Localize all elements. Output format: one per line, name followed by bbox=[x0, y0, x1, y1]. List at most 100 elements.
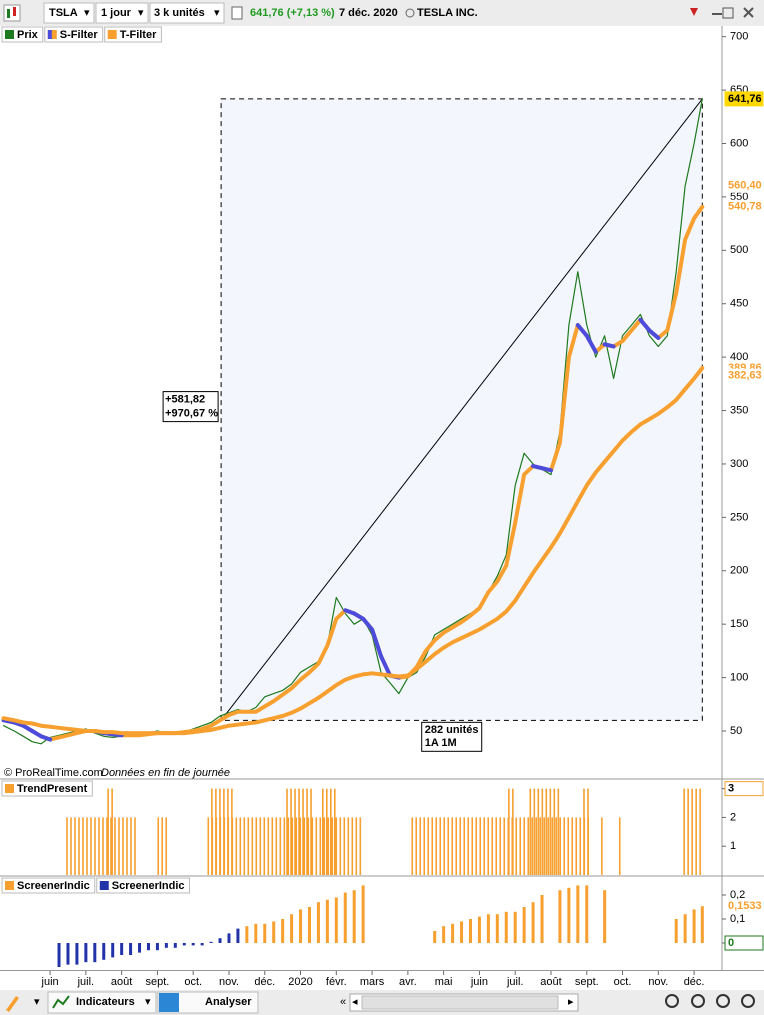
instrument-name: TESLA INC. bbox=[417, 7, 478, 19]
indicator-bar bbox=[455, 817, 458, 875]
indicator-bar bbox=[334, 897, 338, 943]
indicator-bar bbox=[343, 892, 347, 943]
indicator-bar bbox=[431, 817, 434, 875]
indicator-bar bbox=[271, 817, 274, 875]
x-tick-label: sept. bbox=[145, 976, 169, 988]
indicator-bar bbox=[674, 919, 678, 943]
indicator-bar bbox=[311, 817, 314, 875]
range-footer-box bbox=[421, 721, 483, 752]
indicator-bar bbox=[303, 817, 306, 875]
indicator-bar bbox=[443, 817, 446, 875]
indicator-bar bbox=[415, 817, 418, 875]
units: 3 k unités bbox=[154, 7, 205, 19]
indicator-bar bbox=[334, 788, 336, 875]
indicator-bar bbox=[503, 817, 506, 875]
indicator-bar bbox=[294, 788, 296, 875]
x-tick-label: déc. bbox=[684, 976, 705, 988]
indicator-bar bbox=[279, 817, 282, 875]
indicator-bar bbox=[102, 817, 104, 875]
indicator-bar bbox=[361, 885, 365, 943]
x-tick-label: août bbox=[540, 976, 561, 988]
draw-tool-button[interactable]: ▾ bbox=[6, 996, 40, 1012]
indicator-bar bbox=[435, 817, 438, 875]
y-tick-label: 250 bbox=[730, 511, 748, 523]
indicator-bar bbox=[583, 788, 585, 875]
x-tick-label: mars bbox=[360, 976, 385, 988]
indicator-bar bbox=[495, 817, 498, 875]
range-label: +581,82 bbox=[165, 394, 205, 406]
axis-marker bbox=[725, 178, 763, 193]
indicator-bar bbox=[527, 817, 530, 875]
interval-box[interactable] bbox=[95, 2, 149, 24]
y-tick-label: 2 bbox=[730, 811, 736, 823]
axis-marker-label: 0,1533 bbox=[728, 900, 762, 912]
zoom-buttons[interactable] bbox=[665, 994, 755, 1008]
legend-box bbox=[96, 877, 191, 894]
axis-marker-label: 3 bbox=[728, 783, 734, 795]
indicator-bar bbox=[559, 817, 562, 875]
indicator-bar bbox=[218, 938, 222, 943]
y-tick-label: 150 bbox=[730, 618, 748, 630]
indicator-bar bbox=[165, 817, 168, 875]
indicator-bar bbox=[549, 788, 552, 875]
analyze-button[interactable]: Analyser bbox=[157, 991, 259, 1014]
indicator-bar bbox=[535, 817, 538, 875]
indicator-bar bbox=[567, 887, 571, 943]
x-tick-label: oct. bbox=[614, 976, 632, 988]
indicator-bar bbox=[235, 817, 238, 875]
units-box[interactable] bbox=[149, 2, 225, 24]
indicator-bar bbox=[215, 788, 217, 875]
indicator-bar bbox=[111, 943, 115, 958]
indicator-bar bbox=[267, 817, 270, 875]
indicator-bar bbox=[291, 817, 294, 875]
symbol-box[interactable] bbox=[43, 2, 95, 24]
axis-marker-label: 641,76 bbox=[728, 93, 762, 105]
indicator-bar bbox=[290, 788, 292, 875]
scroll-bar[interactable]: « ◂ ▸ bbox=[340, 993, 579, 1012]
legend-swatch bbox=[47, 30, 52, 39]
svg-text:▾: ▾ bbox=[145, 996, 151, 1008]
info-icon[interactable] bbox=[231, 6, 243, 20]
indicator-bar bbox=[319, 817, 322, 875]
indicator-bar bbox=[161, 817, 164, 875]
axis-marker-label: 560,40 bbox=[728, 180, 762, 192]
indicator-bar bbox=[111, 788, 113, 875]
indicator-bar bbox=[255, 817, 258, 875]
legend-label: T-Filter bbox=[120, 29, 157, 41]
x-tick-label: juin bbox=[41, 976, 59, 988]
indicator-bar bbox=[439, 817, 442, 875]
indicator-bar bbox=[57, 943, 61, 967]
indicator-bar bbox=[245, 926, 249, 943]
indicator-bar bbox=[84, 943, 88, 963]
indicator-bar bbox=[563, 817, 566, 875]
y-tick-label: 400 bbox=[730, 351, 748, 363]
indicator-bar bbox=[94, 817, 96, 875]
x-tick-label: juil. bbox=[77, 976, 95, 988]
indicator-bar bbox=[700, 906, 704, 943]
dropdown-arrow: ▾ bbox=[84, 7, 90, 19]
axis-marker bbox=[724, 935, 764, 951]
indicator-bar bbox=[467, 817, 470, 875]
indicator-bar bbox=[78, 817, 80, 875]
indicator-bar bbox=[126, 817, 128, 875]
source-note: Données en fin de journée bbox=[101, 767, 230, 779]
dropdown-arrow: ▾ bbox=[138, 7, 144, 19]
window-buttons[interactable] bbox=[690, 7, 754, 19]
indicator-bar bbox=[537, 788, 540, 875]
indicator-bar bbox=[287, 817, 290, 875]
indicator-bar bbox=[239, 817, 242, 875]
indicator-bar bbox=[419, 817, 422, 875]
indicator-bar bbox=[231, 788, 233, 875]
y-tick-label: 600 bbox=[730, 137, 748, 149]
indicator-bar bbox=[547, 817, 550, 875]
indicator-bar bbox=[491, 817, 494, 875]
indicator-bar bbox=[114, 817, 116, 875]
indicators-button[interactable]: Indicateurs ▾ bbox=[47, 991, 157, 1014]
legend-label: ScreenerIndic bbox=[112, 880, 185, 892]
indicator-bar bbox=[298, 788, 300, 875]
indicator-bar bbox=[107, 788, 109, 875]
legend-label: Prix bbox=[17, 29, 39, 41]
indicator-bar bbox=[98, 817, 100, 875]
chart-type-button[interactable] bbox=[3, 4, 21, 22]
